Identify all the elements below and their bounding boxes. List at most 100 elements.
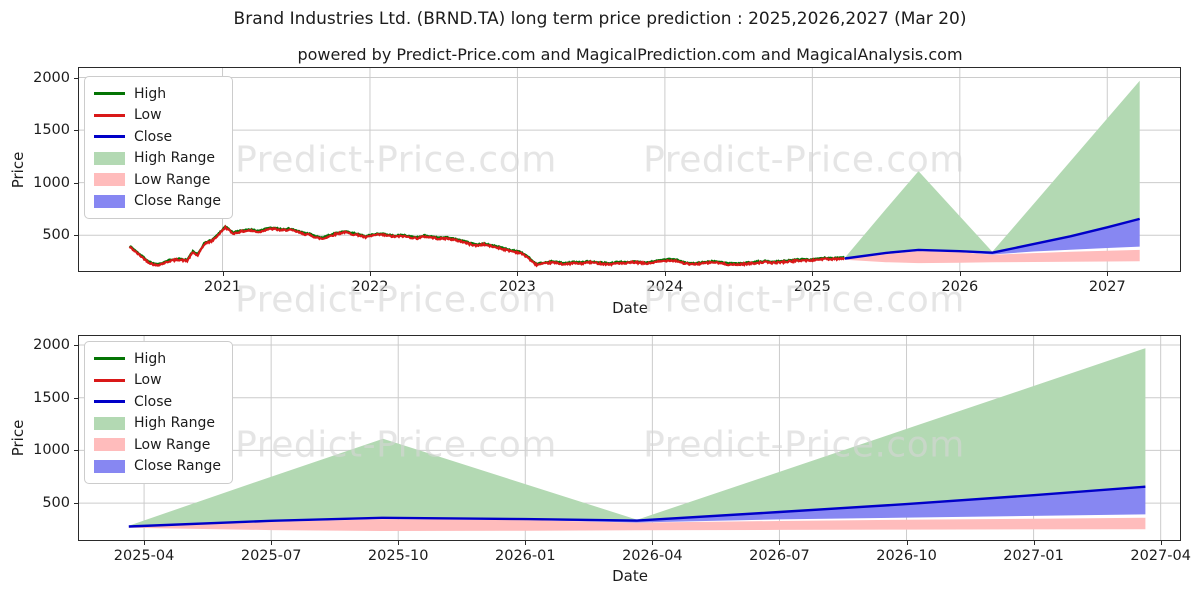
x-tick-label: 2026-07 [749, 548, 810, 564]
x-tickmark [652, 541, 654, 545]
low-range-band [844, 249, 1140, 264]
legend-item-high: High [94, 348, 221, 370]
y-tickmark [74, 77, 78, 79]
high-line-swatch [94, 92, 125, 96]
legend-label: High Range [134, 150, 215, 167]
x-tickmark [812, 272, 814, 276]
watermark-text: Predict-Price.com [643, 279, 965, 321]
x-tickmark [779, 541, 781, 545]
x-tickmark [1033, 541, 1035, 545]
x-tick-label: 2025-10 [367, 548, 429, 564]
yaxis-label-top: Price [9, 151, 27, 189]
y-tickmark [74, 130, 78, 132]
watermark-text: Predict-Price.com [235, 279, 557, 321]
legend-bottom-chart: High Low Close High Range Low Range Clos… [84, 341, 233, 484]
y-tick-label: 1500 [33, 389, 70, 406]
close-forecast-line [844, 217, 1141, 260]
x-tickmark [664, 272, 666, 276]
page-title: Brand Industries Ltd. (BRND.TA) long ter… [233, 9, 967, 29]
x-tickmark [517, 272, 519, 276]
page-subtitle: powered by Predict-Price.com and Magical… [297, 45, 963, 64]
legend-item-close: Close [94, 391, 221, 413]
legend-label: Low [134, 107, 162, 124]
y-tick-label: 1000 [33, 174, 70, 191]
x-tickmark [398, 541, 400, 545]
low-range-swatch [94, 173, 125, 187]
y-tickmark [74, 182, 78, 184]
forecast-detail-2025-2027-plot [78, 335, 1181, 541]
low-range-swatch [94, 438, 125, 452]
close-range-band [844, 218, 1140, 259]
x-tick-label: 2027-04 [1130, 548, 1191, 564]
watermark-text: Predict-Price.com [235, 424, 557, 466]
legend-label: High Range [134, 415, 215, 432]
high-range-band [844, 80, 1140, 259]
legend-label: High [134, 85, 167, 102]
x-tickmark [525, 541, 527, 545]
legend-item-high-range: High Range [94, 148, 221, 170]
x-tick-label: 2025-04 [113, 548, 175, 564]
y-tick-label: 2000 [33, 337, 70, 353]
legend-label: Close Range [134, 458, 221, 475]
x-tick-label: 2027 [1088, 279, 1126, 295]
y-tickmark [74, 503, 78, 505]
legend-label: Low [134, 372, 162, 389]
legend-item-close-range: Close Range [94, 191, 221, 213]
chart-forecast-detail-2025-2027 [78, 335, 1181, 541]
legend-item-low-range: Low Range [94, 434, 221, 456]
x-tick-label: 2022 [351, 279, 389, 295]
legend-item-low: Low [94, 105, 221, 127]
legend-label: Low Range [134, 436, 211, 453]
x-tickmark [1160, 541, 1162, 545]
x-tickmark [144, 541, 146, 545]
x-tickmark [906, 541, 908, 545]
close-line-swatch [94, 400, 125, 404]
x-tickmark [959, 272, 961, 276]
x-tick-label: 2026-01 [495, 548, 556, 564]
watermark-text: Predict-Price.com [643, 139, 965, 181]
long-term-history-and-forecast-plot [78, 67, 1181, 272]
plot-border [78, 67, 1181, 272]
x-tick-label: 2025-07 [240, 548, 302, 564]
low-range-band [128, 517, 1146, 531]
legend-item-close-range: Close Range [94, 456, 221, 478]
y-tickmark [74, 345, 78, 346]
y-tick-label: 2000 [33, 69, 70, 86]
low-line-swatch [94, 378, 125, 382]
x-tick-label: 2027-01 [1003, 548, 1064, 564]
legend-item-high-range: High Range [94, 413, 221, 435]
high-line-swatch [94, 357, 125, 361]
watermark-text: Predict-Price.com [643, 424, 965, 466]
y-tick-label: 1000 [33, 442, 70, 459]
x-tick-label: 2026 [941, 279, 979, 295]
x-tickmark [1107, 272, 1109, 276]
legend-label: Close Range [134, 193, 221, 210]
xaxis-label-bottom: Date [612, 567, 648, 585]
y-tickmark [74, 450, 78, 452]
legend-label: Close [134, 393, 173, 410]
legend-item-high: High [94, 83, 221, 105]
high-range-swatch [94, 151, 125, 165]
x-tick-label: 2026-10 [876, 548, 937, 564]
x-tickmark [222, 272, 224, 276]
x-tick-label: 2026-04 [622, 548, 683, 564]
legend-top-chart: High Low Close High Range Low Range Clos… [84, 76, 233, 219]
y-tick-label: 500 [42, 227, 70, 244]
plot-border [78, 335, 1181, 541]
x-tickmark [271, 541, 273, 545]
close-range-band [128, 486, 1146, 527]
legend-item-close: Close [94, 126, 221, 148]
legend-label: High [134, 350, 167, 367]
legend-label: Close [134, 128, 173, 145]
x-tickmark [369, 272, 371, 276]
legend-label: Low Range [134, 171, 211, 188]
x-tick-label: 2021 [204, 279, 241, 295]
close-range-swatch [94, 194, 125, 208]
y-tickmark [74, 397, 78, 399]
x-tick-label: 2024 [646, 279, 684, 295]
legend-item-low: Low [94, 370, 221, 392]
close-forecast-line [128, 485, 1146, 528]
x-tick-label: 2023 [498, 279, 536, 295]
high-range-band [128, 348, 1146, 527]
